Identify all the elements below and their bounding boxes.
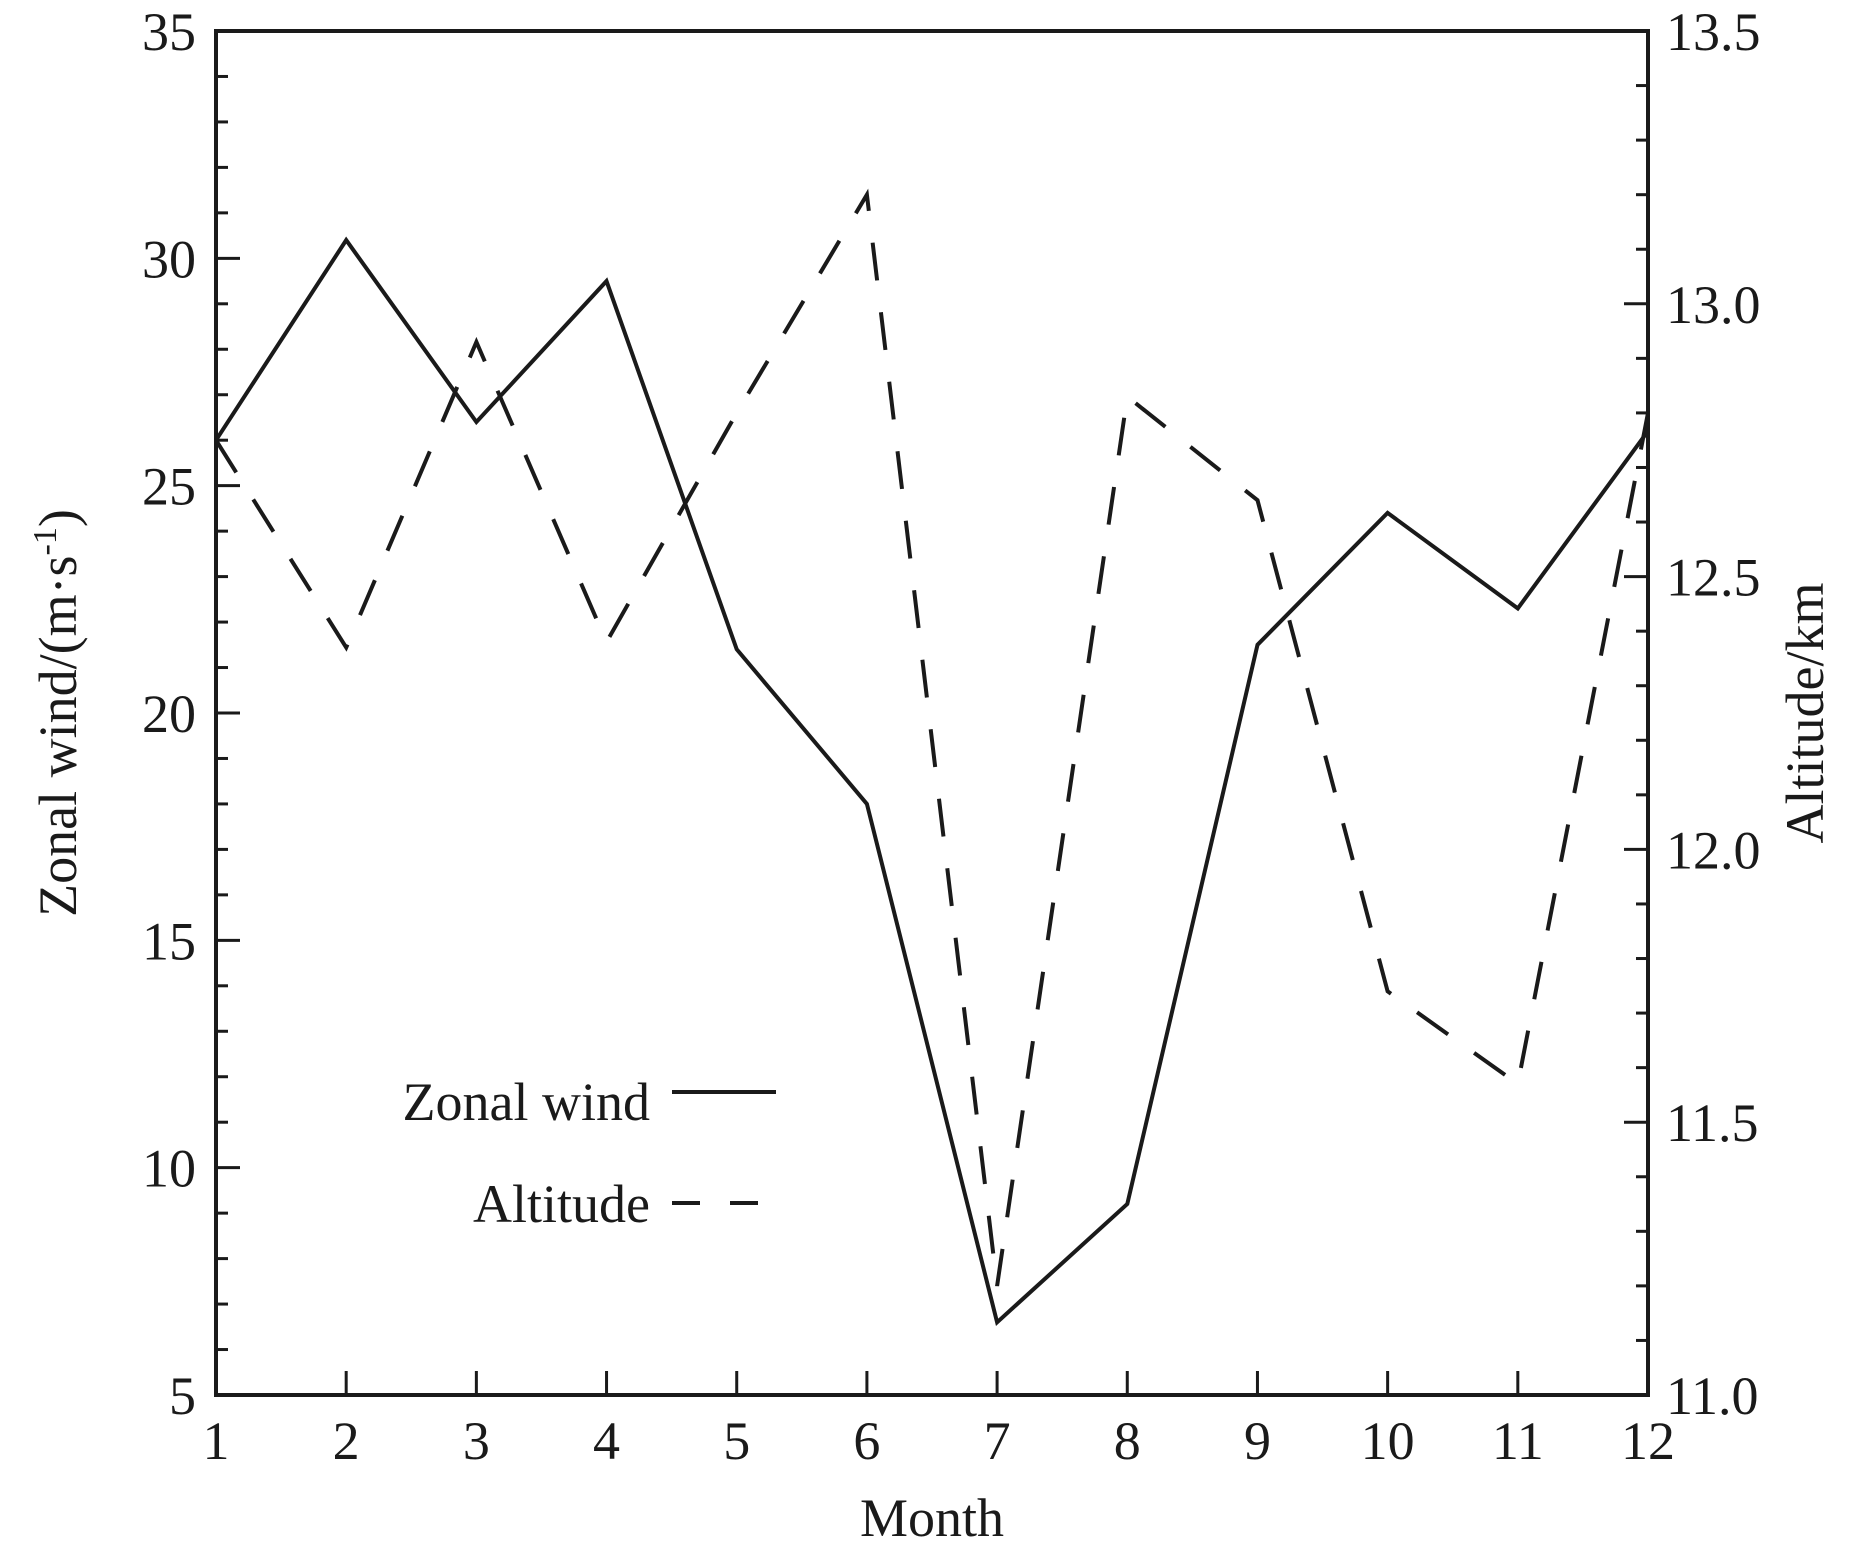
x-tick-label: 9 bbox=[1244, 1411, 1271, 1471]
series-line-altitude bbox=[214, 188, 1650, 1287]
x-tick-label: 3 bbox=[463, 1411, 490, 1471]
right-tick-label: 12.0 bbox=[1666, 820, 1761, 880]
legend: Zonal wind Altitude bbox=[403, 1072, 776, 1234]
x-tick-label: 8 bbox=[1114, 1411, 1141, 1471]
x-tick-label: 6 bbox=[853, 1411, 880, 1471]
x-tick-label: 10 bbox=[1361, 1411, 1415, 1471]
plot-frame bbox=[214, 29, 1650, 1397]
right-tick-label: 11.0 bbox=[1666, 1366, 1759, 1426]
labels-layer: 1 2 3 4 5 6 7 8 9 10 11 12510152025303511.011.512.0… bbox=[142, 2, 1761, 1471]
left-axis-title-close: ) bbox=[28, 509, 88, 527]
x-tick-label: 1 bbox=[203, 1411, 230, 1471]
left-axis-title-sup: -1 bbox=[27, 527, 64, 555]
right-tick-label: 13.0 bbox=[1666, 275, 1761, 335]
left-tick-label: 30 bbox=[142, 229, 196, 289]
left-tick-label: 20 bbox=[142, 684, 196, 744]
x-tick-label: 2 bbox=[333, 1411, 360, 1471]
right-tick-label: 12.5 bbox=[1666, 548, 1761, 608]
left-tick-label: 15 bbox=[142, 911, 196, 971]
right-tick-label: 13.5 bbox=[1666, 2, 1761, 62]
ticks-layer bbox=[214, 29, 1650, 1397]
series-layer bbox=[214, 188, 1650, 1327]
legend-label-zonal-wind: Zonal wind bbox=[403, 1072, 650, 1132]
x-tick-label: 11 bbox=[1492, 1411, 1544, 1471]
x-tick-label: 7 bbox=[984, 1411, 1011, 1471]
left-tick-label: 25 bbox=[142, 457, 196, 517]
x-axis-title: Month bbox=[860, 1488, 1004, 1548]
x-tick-label: 12 bbox=[1621, 1411, 1675, 1471]
left-axis-title: Zonal wind/(m·s-1) bbox=[27, 509, 88, 917]
x-tick-label: 5 bbox=[723, 1411, 750, 1471]
left-axis-title-main: Zonal wind/(m·s bbox=[28, 555, 88, 916]
left-tick-label: 35 bbox=[142, 2, 196, 62]
series-line-zonal-wind bbox=[214, 236, 1650, 1327]
right-tick-label: 11.5 bbox=[1666, 1093, 1759, 1153]
right-axis-title: Altitude/km bbox=[1775, 583, 1835, 844]
left-tick-label: 5 bbox=[169, 1366, 196, 1426]
left-tick-label: 10 bbox=[142, 1139, 196, 1199]
legend-label-altitude: Altitude bbox=[473, 1174, 650, 1234]
x-tick-label: 4 bbox=[593, 1411, 620, 1471]
